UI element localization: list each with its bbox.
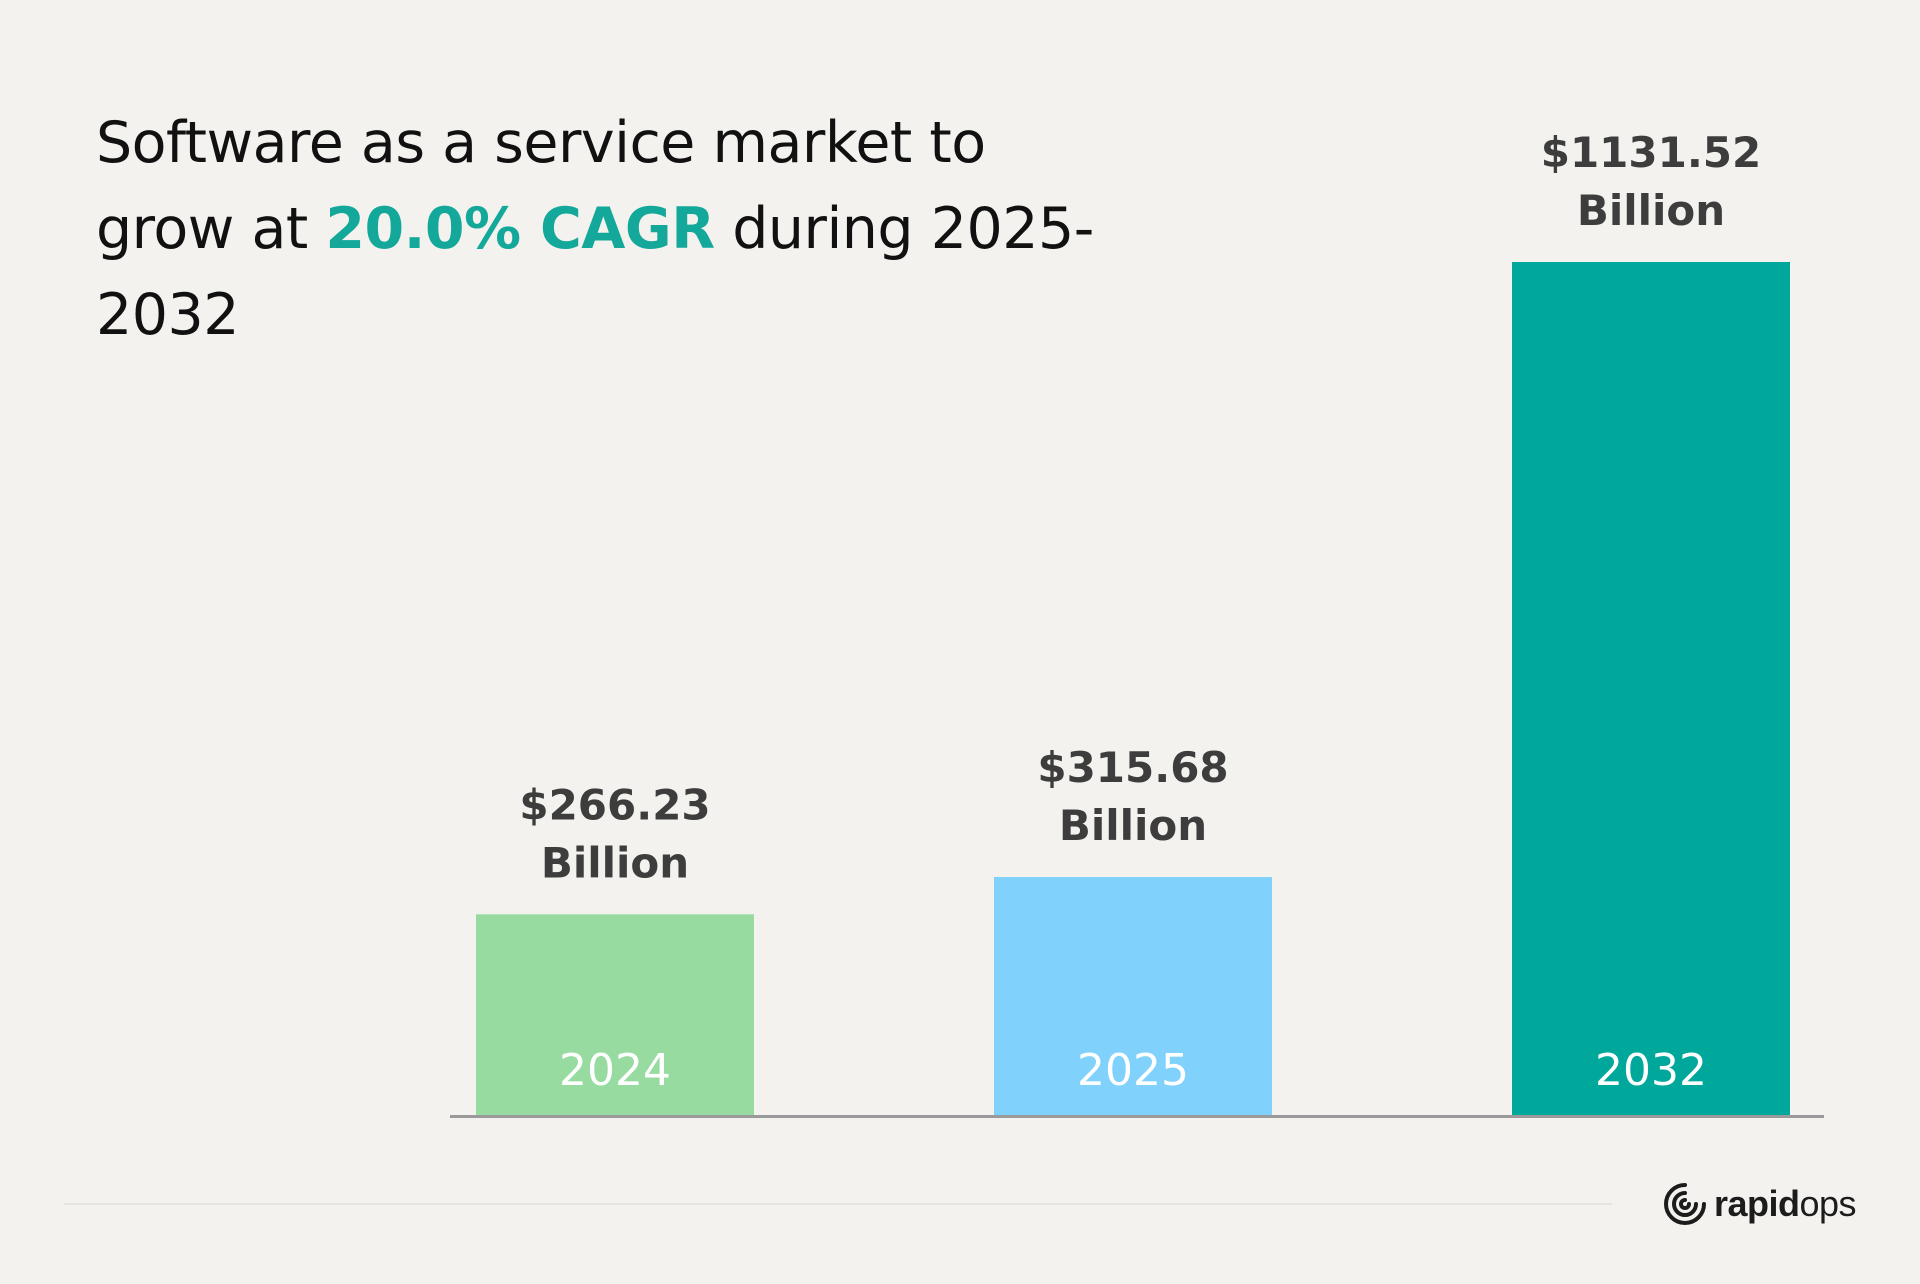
footer-divider bbox=[64, 1203, 1612, 1205]
chart-title: Software as a service market to grow at … bbox=[96, 100, 1096, 358]
bar-2024 bbox=[476, 914, 754, 1115]
value-label-amount: $266.23 bbox=[519, 780, 710, 829]
title-cagr-highlight: 20.0% CAGR bbox=[325, 196, 715, 262]
brand-logo: rapidops bbox=[1662, 1178, 1856, 1230]
value-label-unit: Billion bbox=[541, 838, 689, 887]
x-tick-label: 2032 bbox=[1595, 1045, 1707, 1096]
x-tick-label: 2024 bbox=[559, 1045, 671, 1096]
brand-wordmark: rapidops bbox=[1713, 1183, 1857, 1225]
brand-name-bold: rapid bbox=[1713, 1183, 1800, 1224]
brand-name-light: ops bbox=[1799, 1183, 1856, 1224]
title-text-start: Software as a service market to grow at bbox=[96, 110, 986, 262]
rapidops-swirl-icon bbox=[1663, 1183, 1706, 1225]
value-label-amount: $1131.52 bbox=[1541, 128, 1762, 177]
bar-2032 bbox=[1512, 262, 1790, 1115]
title-text-end: during 2025-2032 bbox=[96, 196, 1094, 348]
x-tick-label: 2025 bbox=[1077, 1045, 1189, 1096]
bar-2025 bbox=[994, 877, 1272, 1115]
value-label-unit: Billion bbox=[1059, 801, 1207, 850]
value-label-unit: Billion bbox=[1577, 186, 1725, 235]
value-label-amount: $315.68 bbox=[1037, 743, 1228, 792]
